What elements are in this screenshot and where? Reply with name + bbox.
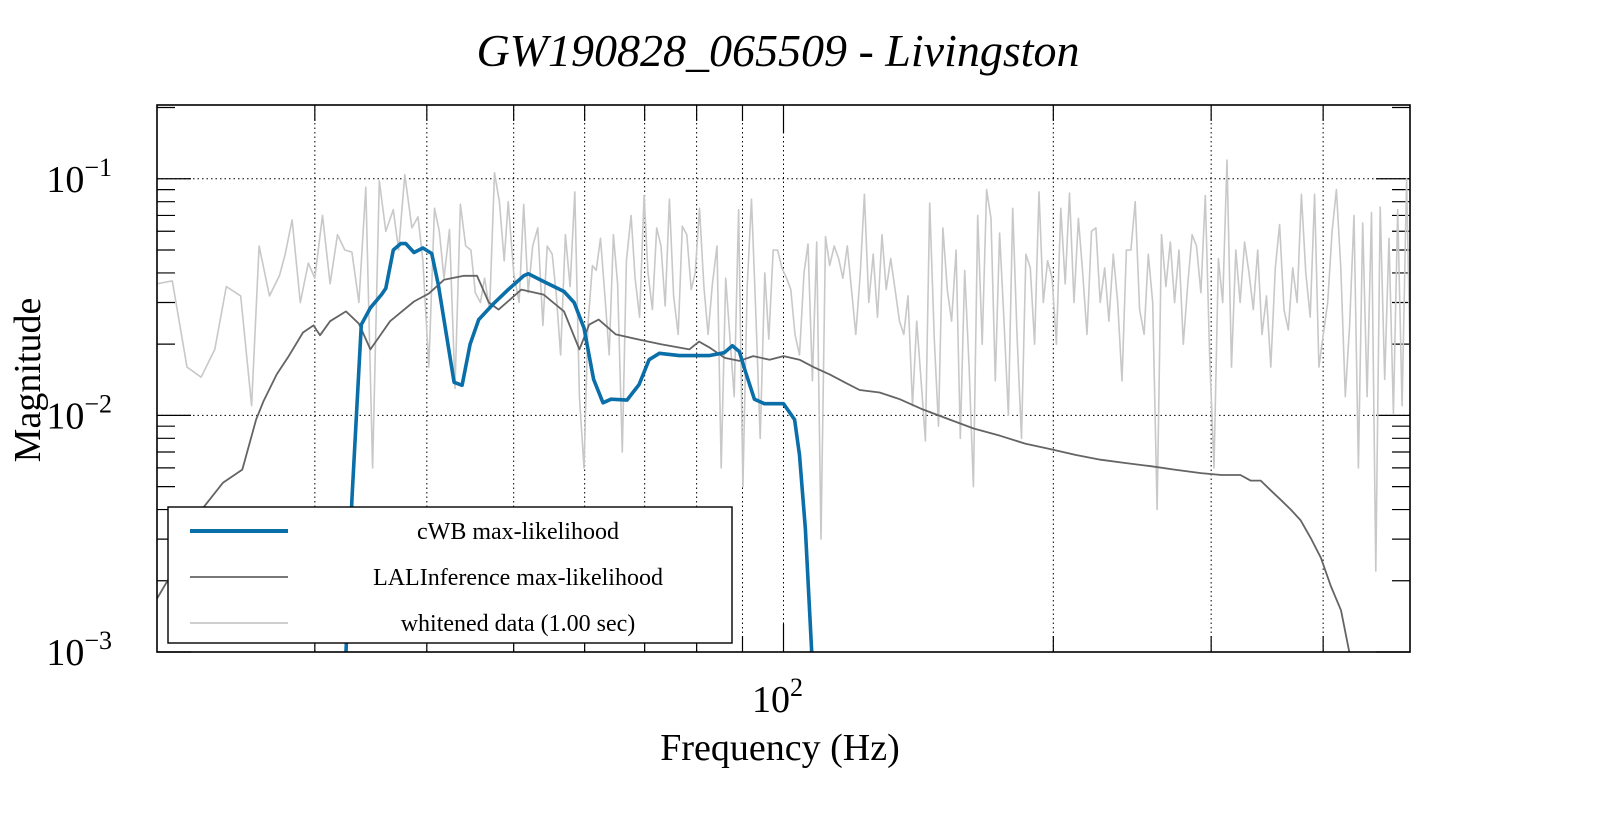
series-line-whitened-data-1-00-sec	[157, 159, 1410, 572]
legend-label-lalinference-max-likelihood: LALInference max-likelihood	[373, 565, 663, 591]
x-axis-label: Frequency (Hz)	[660, 727, 900, 769]
legend-label-cwb-max-likelihood: cWB max-likelihood	[417, 519, 619, 545]
x-tick-labels: 102	[752, 673, 803, 721]
x-tick-label: 102	[752, 673, 803, 721]
y-tick-label: 10−2	[46, 389, 112, 437]
y-tick-label: 10−1	[46, 153, 112, 201]
legend: cWB max-likelihood LALInference max-likel…	[167, 506, 733, 644]
tick-layer	[157, 105, 1410, 653]
y-tick-labels: 10−1 10−2 10−3	[46, 153, 112, 674]
legend-label-whitened-data-1-00-sec: whitened data (1.00 sec)	[401, 611, 636, 637]
series-line-cwb-max-likelihood	[344, 241, 814, 652]
y-axis-label: Magnitude	[7, 298, 49, 463]
series-layer	[157, 159, 1410, 652]
y-tick-label: 10−3	[46, 626, 112, 674]
plot-frame	[156, 104, 1411, 653]
chart-title: GW190828_065509 - Livingston	[476, 25, 1079, 76]
